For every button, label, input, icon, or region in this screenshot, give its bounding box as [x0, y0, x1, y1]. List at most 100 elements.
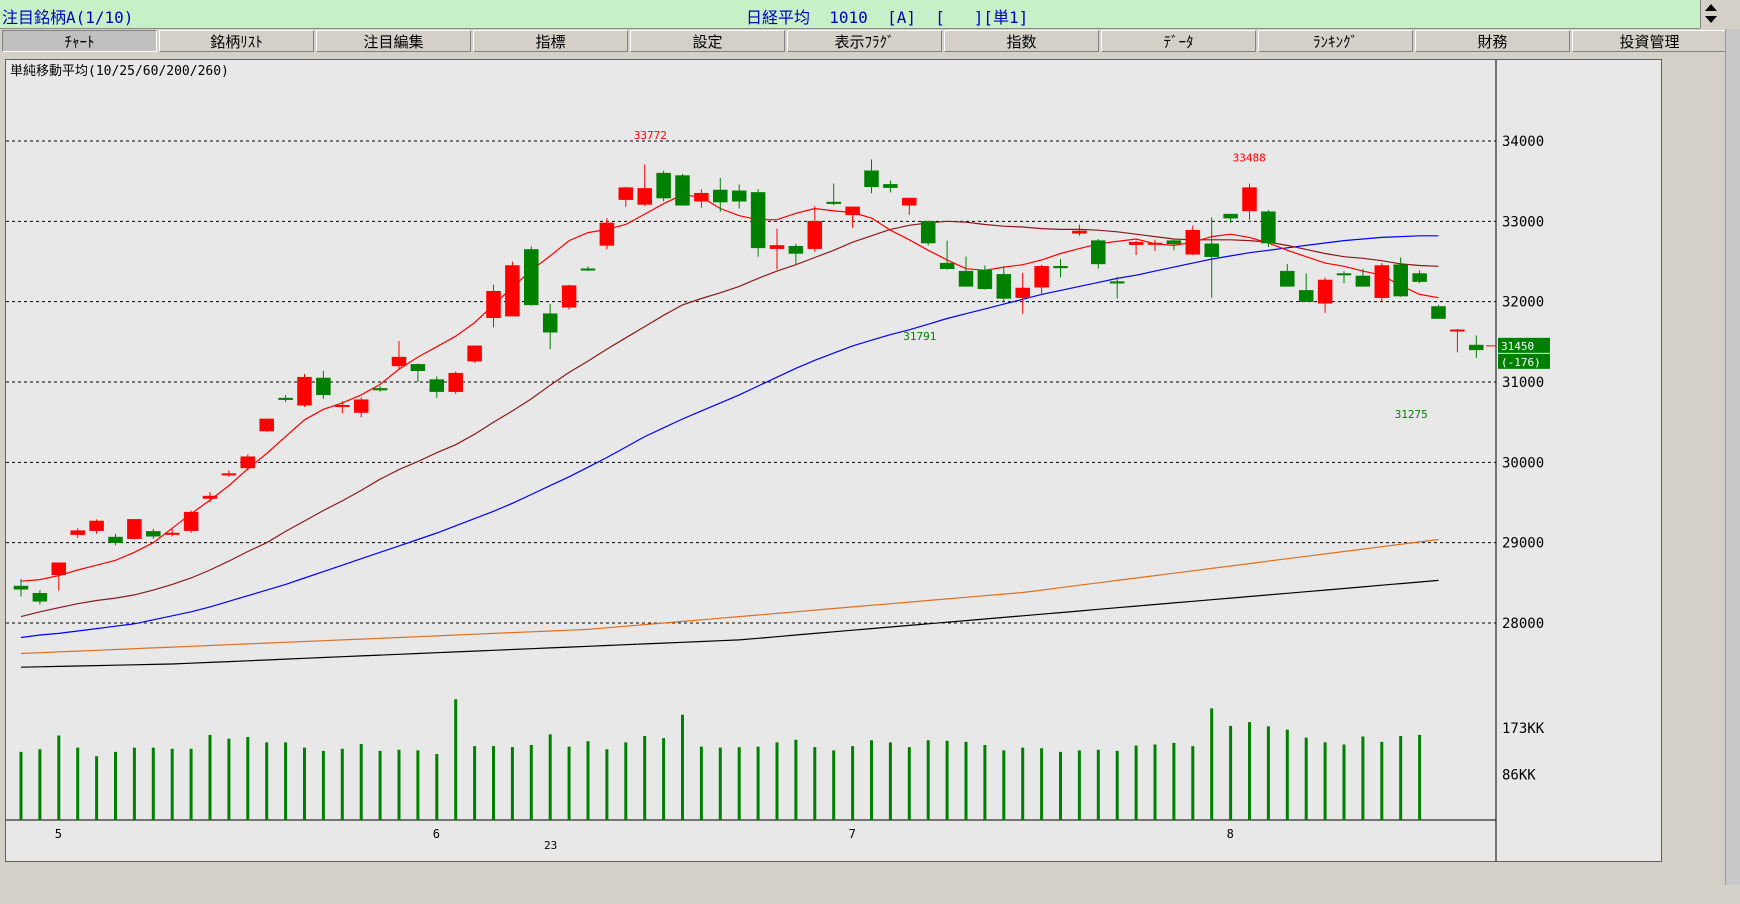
volume-tick-label: 86KK	[1502, 767, 1536, 783]
candle-body	[146, 531, 161, 537]
candle-body	[1242, 187, 1257, 212]
candle-body	[694, 192, 709, 202]
tab-8[interactable]: ﾗﾝｷﾝｸﾞ	[1258, 30, 1413, 52]
candle-body	[505, 265, 520, 317]
tab-5[interactable]: 表示ﾌﾗｸﾞ	[787, 30, 942, 52]
status-bar	[0, 885, 1740, 904]
candle-body	[391, 356, 407, 367]
candle-body	[769, 245, 785, 249]
candle-body	[1336, 273, 1352, 276]
candle-body	[807, 221, 823, 249]
right-scrollbar[interactable]	[1725, 29, 1740, 904]
candle-body	[1393, 264, 1408, 297]
tab-7[interactable]: ﾃﾞｰﾀ	[1101, 30, 1256, 52]
tab-4[interactable]: 設定	[630, 30, 785, 52]
candle-body	[297, 376, 312, 406]
low-annotation: 31275	[1395, 408, 1428, 421]
candle-body	[89, 520, 104, 531]
candle-body	[958, 270, 974, 287]
candle-body	[448, 372, 463, 392]
high-annotation: 33488	[1233, 151, 1266, 164]
candle-body	[410, 364, 426, 372]
candle-body	[32, 593, 48, 602]
candle-body	[1280, 270, 1295, 287]
candle-body	[1072, 230, 1087, 234]
candle-body	[618, 187, 634, 200]
candle-body	[637, 188, 652, 205]
candle-body	[542, 313, 558, 333]
candle-body	[202, 495, 218, 499]
price-value: 31450	[1501, 340, 1534, 353]
window-title: 注目銘柄A(1/10)	[2, 8, 134, 27]
candle-body	[580, 268, 596, 271]
candle-body	[675, 175, 690, 206]
candle-body	[599, 222, 615, 246]
candle-body	[1053, 266, 1068, 269]
candle-body	[864, 170, 879, 188]
candle-body	[1412, 273, 1427, 282]
volume-tick-label: 173KK	[1502, 721, 1545, 737]
candle-body	[826, 201, 841, 204]
ma200-line	[20, 538, 1439, 655]
candle-body	[1015, 287, 1030, 298]
candle-body	[70, 530, 85, 535]
candle-body	[731, 190, 747, 202]
chart-title: 単純移動平均(10/25/60/200/260)	[10, 63, 229, 79]
candle-body	[1109, 281, 1125, 284]
tab-2[interactable]: 注目編集	[316, 30, 471, 52]
tab-10[interactable]: 投資管理	[1572, 30, 1727, 52]
tab-9[interactable]: 財務	[1415, 30, 1570, 52]
candlestick-chart[interactable]: 単純移動平均(10/25/60/200/260) 34000 33000 32000 3…	[6, 60, 1661, 861]
chart-panel[interactable]: 単純移動平均(10/25/60/200/260) 34000 33000 32000 3…	[5, 59, 1662, 862]
candle-body	[13, 585, 29, 590]
candle-body	[1450, 329, 1465, 332]
spin-down-icon[interactable]	[1705, 16, 1717, 23]
ma10-line	[20, 194, 1439, 582]
candle-body	[750, 192, 766, 249]
candle-body	[259, 418, 274, 432]
price-badge	[1498, 337, 1550, 353]
candle-body	[524, 249, 539, 306]
candle-body	[656, 172, 671, 199]
x-tick-label: 7	[849, 827, 856, 841]
candle-body	[713, 189, 728, 203]
candle-body	[1034, 266, 1049, 288]
candle-body	[788, 245, 804, 254]
candle-body	[221, 473, 237, 476]
candle-body	[1128, 241, 1144, 245]
ma260-line	[20, 579, 1439, 668]
x-tick-label: 5	[55, 827, 62, 841]
candle-body	[183, 511, 199, 531]
spin-up-icon[interactable]	[1705, 4, 1717, 11]
candle-body	[883, 184, 898, 188]
y-tick-label: 31000	[1502, 375, 1544, 391]
y-tick-label: 29000	[1502, 536, 1544, 552]
candle-body	[278, 397, 293, 400]
candle-body	[996, 274, 1012, 299]
window-titlebar: 注目銘柄A(1/10) 日経平均 1010 [A] [ ][単1]	[0, 0, 1700, 29]
candle-body	[51, 562, 67, 576]
x-tick-label: 8	[1227, 827, 1234, 841]
candle-body	[920, 221, 936, 244]
candle-body	[977, 270, 993, 290]
candle-body	[108, 536, 123, 543]
candle-body	[1147, 242, 1163, 245]
tab-0[interactable]: ﾁｬｰﾄ	[2, 30, 157, 52]
year-label: 23	[544, 839, 557, 852]
candle-body	[1374, 265, 1390, 298]
high-annotation: 33772	[634, 129, 667, 142]
tab-1[interactable]: 銘柄ﾘｽﾄ	[159, 30, 314, 52]
tab-6[interactable]: 指数	[944, 30, 1099, 52]
candle-body	[1298, 290, 1314, 302]
candle-body	[1204, 243, 1219, 257]
candle-body	[429, 379, 445, 392]
tab-3[interactable]: 指標	[473, 30, 628, 52]
instrument-title: 日経平均 1010 [A] [ ][単1]	[746, 8, 1029, 27]
list-spinner[interactable]	[1700, 0, 1725, 28]
tab-bar: ﾁｬｰﾄ 銘柄ﾘｽﾄ 注目編集 指標 設定 表示ﾌﾗｸﾞ 指数 ﾃﾞｰﾀ ﾗﾝｷﾝｸﾞ 財務 投資管…	[0, 29, 1728, 53]
candle-body	[353, 399, 369, 413]
candle-body	[1317, 279, 1333, 304]
candle-body	[1223, 213, 1238, 219]
candle-body	[1185, 229, 1201, 255]
change-badge	[1498, 353, 1550, 369]
